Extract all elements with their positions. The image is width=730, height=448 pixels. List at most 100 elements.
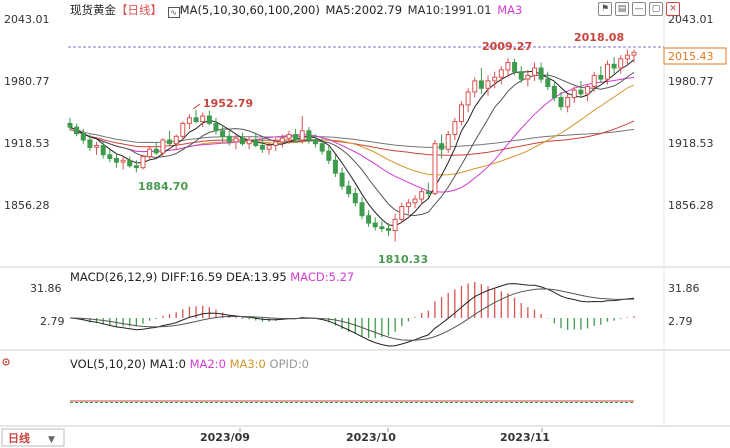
candle [478, 68, 484, 94]
candle-body [160, 139, 166, 154]
candle-body [193, 117, 199, 123]
candle-body [319, 143, 325, 152]
candle-body [492, 76, 498, 82]
macd-diff-line [69, 283, 635, 347]
candlesticks[interactable] [67, 49, 637, 242]
minimize-icon[interactable]: — [632, 2, 646, 16]
candle [538, 62, 544, 83]
macd-tick-left-1: 31.86 [30, 282, 62, 295]
candle [485, 75, 491, 96]
period-tag[interactable]: 【日线】 [116, 3, 162, 17]
candle [571, 86, 577, 104]
candle-body [206, 115, 212, 124]
price-tick-right-2: 1980.77 [668, 75, 714, 88]
candle-body [286, 134, 292, 139]
settings-icon[interactable] [2, 358, 10, 366]
candle [366, 210, 372, 227]
candle [465, 88, 471, 113]
candle [498, 66, 504, 85]
candle-body [585, 86, 591, 95]
candle-body [339, 172, 345, 187]
macd-indicator [69, 282, 635, 347]
candle [591, 71, 597, 92]
candle-body [100, 145, 106, 156]
ma3-value: MA3 [497, 3, 523, 17]
candle [359, 197, 365, 220]
candle-body [598, 74, 604, 80]
candle [246, 136, 252, 150]
period-button-frame[interactable] [1, 428, 65, 447]
candle [611, 56, 617, 74]
candle [74, 123, 80, 137]
candle-body [346, 185, 352, 195]
candle-body [246, 139, 252, 145]
candle [419, 188, 425, 205]
candle [505, 57, 511, 78]
candle-body [532, 67, 537, 76]
candle [624, 49, 630, 67]
candle-body [498, 69, 504, 78]
period-button[interactable]: 日线 [8, 431, 30, 445]
candle-body [67, 122, 73, 128]
candle-body [505, 62, 511, 71]
candle-body [87, 139, 93, 148]
candle-body [538, 67, 544, 80]
candle [631, 49, 637, 63]
candle-body [180, 122, 186, 137]
candle-body [266, 145, 272, 150]
ma-line-200 [69, 127, 635, 148]
candle-body [478, 80, 484, 89]
candle-body [74, 126, 80, 135]
candle-body [133, 165, 139, 169]
candle [87, 134, 93, 152]
candle-body [213, 122, 219, 132]
candle [452, 117, 458, 140]
ma-icon[interactable]: ∿ [167, 7, 180, 18]
candle-body [571, 89, 577, 99]
macd-diff: DIFF:16.59 [161, 270, 223, 284]
period-dropdown-icon[interactable]: ▼ [48, 435, 55, 445]
price-tick-left-3: 1918.53 [4, 137, 50, 150]
candle [167, 130, 172, 146]
candle-body [332, 159, 338, 174]
candle-body [379, 226, 385, 230]
ma-params: MA(5,10,30,60,100,200) [179, 3, 320, 17]
candle [525, 69, 531, 87]
candle-body [114, 158, 119, 163]
ma10-value: MA10:1991.01 [407, 3, 492, 17]
ma-line-60 [69, 84, 635, 176]
candle-body [518, 71, 524, 80]
candle [545, 71, 551, 91]
restore-icon[interactable]: ▢ [649, 2, 663, 16]
price-tick-right-3: 1918.53 [668, 137, 714, 150]
candle-body [167, 139, 172, 145]
candle-body [186, 117, 192, 124]
candle [326, 145, 332, 164]
candle-body [200, 115, 206, 122]
annotation-high-3: 2018.08 [574, 31, 624, 44]
candle [180, 121, 186, 140]
indicator-icon[interactable]: ⚑ [598, 2, 612, 16]
candle-body [153, 148, 159, 154]
candle [598, 66, 604, 83]
candle [532, 62, 537, 81]
close-icon[interactable]: ✕ [666, 2, 680, 16]
ma-line-30 [69, 76, 635, 193]
candle-body [392, 218, 398, 231]
candle [618, 55, 624, 74]
candle [186, 114, 192, 129]
candle-body [313, 139, 318, 145]
candle-body [578, 89, 584, 95]
macd-dea: DEA:13.95 [226, 270, 287, 284]
price-tick-left-4: 1856.28 [4, 199, 50, 212]
candle [127, 156, 133, 168]
chart-type-icon[interactable]: ▤ [615, 2, 629, 16]
candle [200, 112, 206, 128]
candle-body [259, 145, 265, 150]
candle [273, 138, 279, 152]
vol-ma3: MA3:0 [229, 357, 266, 371]
candle-body [419, 191, 425, 200]
candle [67, 117, 73, 131]
candle [226, 130, 232, 146]
